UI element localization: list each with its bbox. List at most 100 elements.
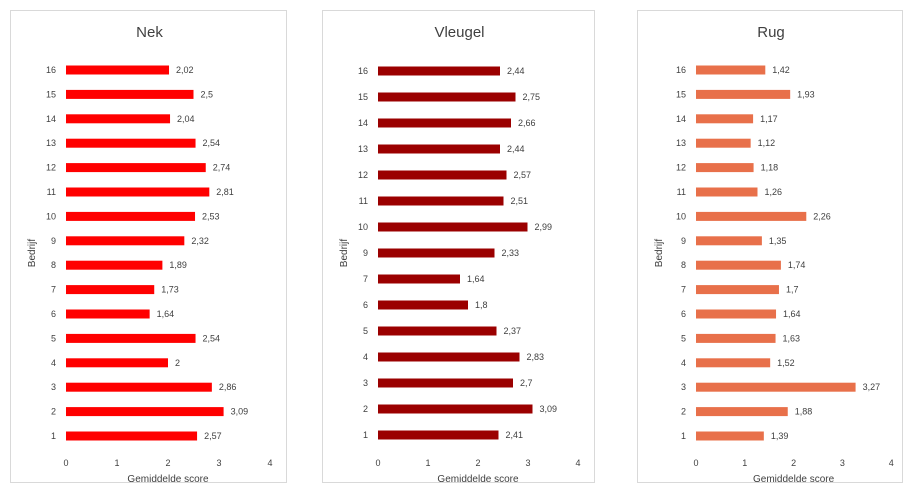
y-tick-label: 1 (681, 431, 686, 441)
data-label: 1,88 (795, 407, 813, 417)
data-label: 2,81 (216, 187, 234, 197)
data-label: 1,35 (769, 236, 787, 246)
data-label: 3,27 (863, 382, 881, 392)
y-tick-label: 8 (51, 260, 56, 270)
y-tick-label: 11 (47, 187, 56, 197)
y-tick-label: 14 (676, 114, 686, 124)
y-tick-label: 3 (363, 378, 368, 388)
bar (696, 285, 779, 295)
bar (378, 326, 497, 336)
y-tick-label: 3 (51, 382, 56, 392)
y-tick-label: 4 (681, 358, 686, 368)
data-label: 3,09 (231, 407, 249, 417)
bar (378, 352, 520, 362)
bar (378, 118, 511, 128)
y-axis-label: Bedrijf (654, 239, 665, 268)
y-tick-label: 10 (358, 222, 368, 232)
bar (66, 89, 194, 99)
bar (378, 92, 516, 102)
y-tick-label: 1 (363, 430, 368, 440)
y-tick-label: 9 (681, 236, 686, 246)
x-tick-label: 0 (375, 458, 380, 468)
y-tick-label: 13 (46, 138, 56, 148)
data-label: 2,33 (502, 248, 520, 258)
y-tick-label: 3 (681, 382, 686, 392)
bar (696, 382, 856, 392)
bar (378, 196, 504, 206)
bar (696, 309, 777, 319)
bar (696, 114, 754, 124)
data-label: 2,26 (813, 211, 831, 221)
x-tick-label: 3 (216, 458, 221, 468)
data-label: 2,83 (527, 352, 545, 362)
data-label: 1,64 (783, 309, 801, 319)
x-tick-label: 1 (425, 458, 430, 468)
bar (696, 431, 764, 441)
data-label: 1,73 (161, 285, 179, 295)
chart-panel-nek: Nek Bedrijf Gemiddelde score 0 1 2 3 4 1 2,57 2 3,0… (10, 10, 287, 484)
x-tick-label: 4 (267, 458, 272, 468)
x-axis-label: Gemiddelde score (437, 474, 519, 484)
bar (66, 65, 170, 75)
data-label: 2 (175, 358, 180, 368)
data-label: 1,8 (475, 300, 488, 310)
y-tick-label: 6 (363, 300, 368, 310)
y-tick-label: 2 (51, 407, 56, 417)
data-label: 2,74 (213, 163, 231, 173)
y-tick-label: 11 (677, 187, 686, 197)
data-label: 2,53 (202, 211, 220, 221)
data-label: 2,57 (514, 170, 532, 180)
y-tick-label: 11 (359, 196, 368, 206)
x-axis-label: Gemiddelde score (753, 474, 835, 484)
data-label: 1,74 (788, 260, 806, 270)
data-label: 2,66 (518, 118, 536, 128)
y-tick-label: 6 (681, 309, 686, 319)
bar (696, 163, 754, 173)
x-tick-label: 0 (63, 458, 68, 468)
data-label: 1,39 (771, 431, 789, 441)
y-tick-label: 15 (358, 92, 368, 102)
y-tick-label: 7 (51, 285, 56, 295)
bar (696, 236, 762, 246)
data-label: 1,18 (761, 163, 779, 173)
bar (696, 407, 788, 417)
bar (378, 66, 500, 76)
x-tick-label: 2 (791, 458, 796, 468)
data-label: 3,09 (540, 404, 558, 414)
y-tick-label: 14 (358, 118, 368, 128)
data-label: 1,63 (783, 333, 801, 343)
chart-panel-vleugel: Vleugel Bedrijf Gemiddelde score 0 1 2 3 4 1 2,41… (322, 10, 595, 484)
bar (378, 404, 533, 414)
data-label: 1,12 (758, 138, 776, 148)
y-tick-label: 8 (681, 260, 686, 270)
y-axis-label: Bedrijf (27, 239, 38, 268)
y-tick-label: 7 (363, 274, 368, 284)
data-label: 1,42 (772, 65, 790, 75)
data-label: 1,89 (169, 260, 187, 270)
y-tick-label: 12 (358, 170, 368, 180)
bar (696, 333, 776, 343)
y-tick-label: 5 (51, 333, 56, 343)
x-tick-label: 4 (575, 458, 580, 468)
bar (696, 358, 771, 368)
y-tick-label: 13 (358, 144, 368, 154)
y-tick-label: 4 (51, 358, 56, 368)
bar (66, 236, 185, 246)
data-label: 2,51 (511, 196, 529, 206)
bar (378, 144, 500, 154)
y-tick-label: 16 (358, 66, 368, 76)
bar (378, 300, 468, 310)
bar (66, 187, 210, 197)
x-tick-label: 4 (889, 458, 894, 468)
data-label: 2,41 (506, 430, 524, 440)
data-label: 2,54 (203, 138, 221, 148)
data-label: 2,57 (204, 431, 222, 441)
data-label: 2,44 (507, 66, 525, 76)
bar (378, 170, 507, 180)
y-tick-label: 2 (363, 404, 368, 414)
y-tick-label: 6 (51, 309, 56, 319)
y-tick-label: 12 (46, 163, 56, 173)
data-label: 2,32 (191, 236, 209, 246)
data-label: 1,7 (786, 285, 799, 295)
